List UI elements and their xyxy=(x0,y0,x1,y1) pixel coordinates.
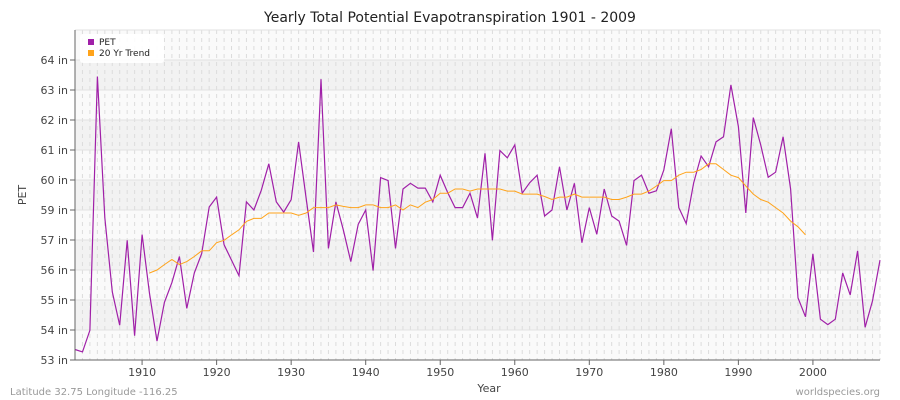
series-layer xyxy=(74,76,881,353)
x-tick-label: 1960 xyxy=(501,366,529,379)
x-tick-label: 1920 xyxy=(203,366,231,379)
y-tick-label: 55 in xyxy=(40,294,68,307)
y-tick-label: 54 in xyxy=(40,324,68,337)
y-tick-label: 53 in xyxy=(40,354,68,367)
legend-label-trend: 20 Yr Trend xyxy=(99,49,150,59)
y-axis-label: PET xyxy=(16,185,29,206)
x-tick-label: 1980 xyxy=(650,366,678,379)
footer-source: worldspecies.org xyxy=(796,387,880,398)
footer-location: Latitude 32.75 Longitude -116.25 xyxy=(10,387,178,398)
y-tick-label: 59 in xyxy=(40,204,68,217)
axes: 53 in 54 in 55 in 56 in 57 in 59 in 60 in 61 in… xyxy=(40,30,880,379)
y-tick-label: 62 in xyxy=(40,114,68,127)
x-tick-label: 1950 xyxy=(426,366,454,379)
y-tick-label: 63 in xyxy=(40,84,68,97)
x-tick-label: 1990 xyxy=(724,366,752,379)
x-axis-label: Year xyxy=(476,382,501,395)
chart-title: Yearly Total Potential Evapotranspiratio… xyxy=(263,10,636,26)
x-tick-label: 1930 xyxy=(277,366,305,379)
x-tick-label: 2000 xyxy=(799,366,827,379)
y-tick-label: 64 in xyxy=(40,54,68,67)
legend-label-pet: PET xyxy=(99,38,116,48)
y-tick-label: 57 in xyxy=(40,234,68,247)
x-tick-label: 1910 xyxy=(128,366,156,379)
legend-swatch-trend xyxy=(88,50,94,56)
legend-swatch-pet xyxy=(88,39,94,45)
y-tick-label: 56 in xyxy=(40,264,68,277)
x-tick-label: 1940 xyxy=(352,366,380,379)
legend: PET 20 Yr Trend xyxy=(80,34,164,63)
y-tick-label: 61 in xyxy=(40,144,68,157)
y-tick-label: 60 in xyxy=(40,174,68,187)
x-tick-label: 1970 xyxy=(575,366,603,379)
legend-box xyxy=(80,34,164,63)
